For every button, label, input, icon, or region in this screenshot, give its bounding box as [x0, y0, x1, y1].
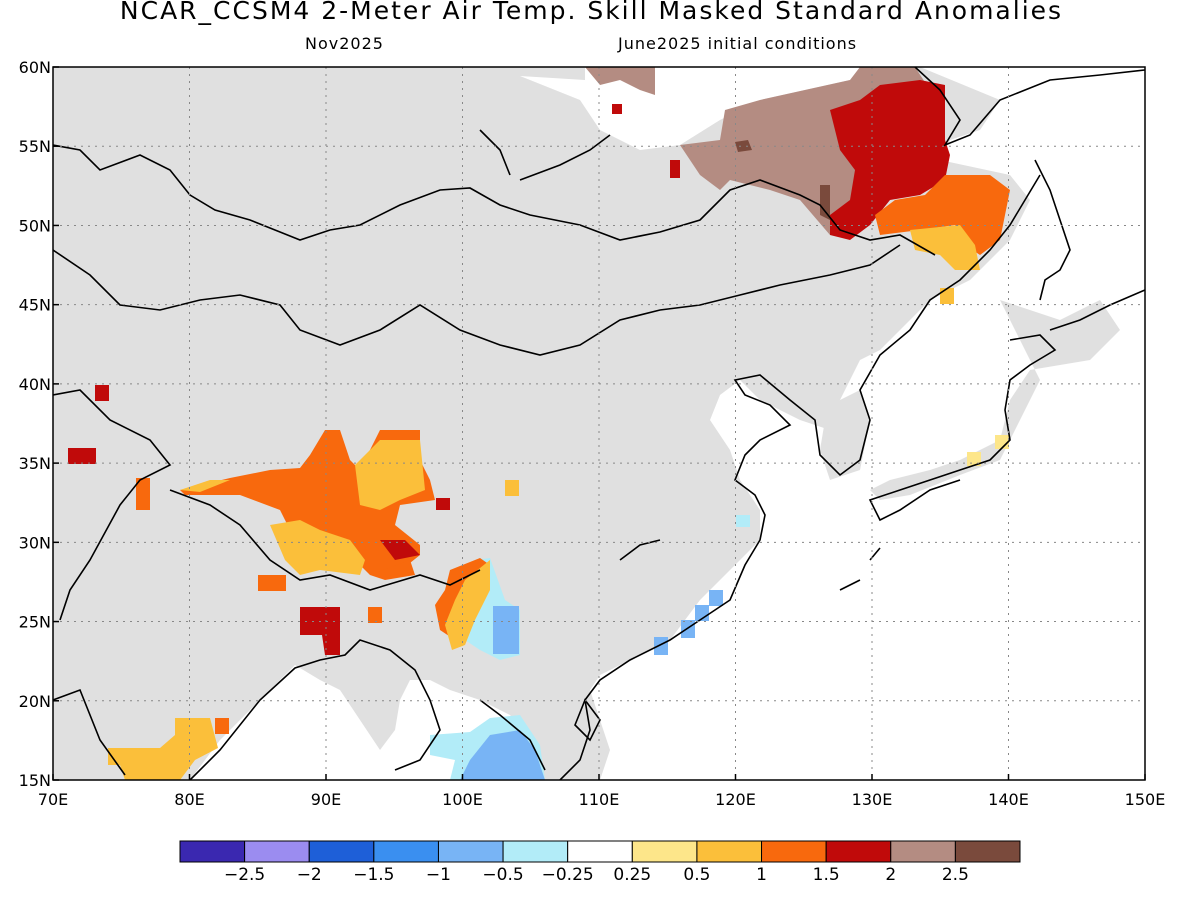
colorbar-label: −1.5: [353, 865, 394, 885]
lat-tick-label: 60N: [19, 58, 51, 77]
colorbar-swatch: [373, 840, 439, 863]
colorbar-label: 1: [756, 865, 767, 885]
lat-tick-label: 45N: [19, 296, 51, 315]
anomaly-indochina: [430, 515, 750, 780]
lat-tick-label: 40N: [19, 375, 51, 394]
lat-tick-label: 15N: [19, 771, 51, 790]
lon-tick-label: 80E: [174, 790, 204, 809]
colorbar-label: −2.5: [224, 865, 265, 885]
colorbar-swatch: [825, 840, 892, 863]
lon-tick-label: 100E: [442, 790, 483, 809]
lon-tick-label: 130E: [852, 790, 893, 809]
colorbar-swatch: [696, 840, 763, 863]
colorbar: −2.5 −2 −1.5 −1 −0.5 −0.25 0.25 0.5 1 1.5 2 2.5: [179, 840, 1021, 885]
colorbar-label: −1: [426, 865, 451, 885]
lon-tick-label: 70E: [38, 790, 68, 809]
chart-title: NCAR_CCSM4 2-Meter Air Temp. Skill Maske…: [119, 0, 1064, 25]
coastlines: [53, 67, 1145, 780]
lon-tick-label: 120E: [715, 790, 756, 809]
masked-land-japan: [870, 300, 1120, 500]
gridlines: [53, 67, 1145, 780]
colorbar-label: 1.5: [813, 865, 840, 885]
anomaly-west-border: [68, 385, 150, 510]
anomaly-bangladesh: [300, 607, 382, 655]
lat-tick-label: 20N: [19, 692, 51, 711]
colorbar-label: −0.25: [542, 865, 594, 885]
colorbar-swatch: [502, 840, 569, 863]
lon-tick-label: 110E: [579, 790, 620, 809]
colorbar-label: 0.5: [683, 865, 710, 885]
lat-tick-label: 30N: [19, 533, 51, 552]
lat-tick-label: 35N: [19, 454, 51, 473]
anomaly-tibet: [180, 430, 519, 591]
forecast-month: Nov2025: [305, 34, 384, 53]
initial-conditions: June2025 initial conditions: [618, 34, 858, 53]
colorbar-swatch: [244, 840, 310, 863]
lat-tick-label: 50N: [19, 216, 51, 235]
colorbar-swatch: [890, 840, 956, 863]
colorbar-swatch: [437, 840, 504, 863]
colorbar-label: 0.25: [613, 865, 651, 885]
lat-tick-label: 55N: [19, 137, 51, 156]
colorbar-swatch: [631, 840, 698, 863]
colorbar-swatch: [567, 840, 633, 863]
colorbar-swatch: [954, 840, 1021, 863]
colorbar-swatch: [179, 840, 246, 863]
masked-land-korea: [820, 390, 870, 480]
colorbar-label: −2: [297, 865, 322, 885]
lon-tick-label: 150E: [1125, 790, 1166, 809]
colorbar-swatch: [308, 840, 375, 863]
lon-tick-label: 90E: [311, 790, 341, 809]
axis-ticks: 70E 80E 90E 100E 110E 120E 130E 140E 150E 15N 20N 2…: [19, 58, 1166, 809]
colorbar-label: 2: [885, 865, 896, 885]
colorbar-label: −0.5: [482, 865, 523, 885]
anomaly-far-east: [585, 67, 1010, 304]
lat-tick-label: 25N: [19, 613, 51, 632]
masked-land: [53, 67, 1030, 780]
lon-tick-label: 140E: [988, 790, 1029, 809]
colorbar-label: 2.5: [942, 865, 969, 885]
anomaly-india-south: [108, 718, 229, 780]
colorbar-swatch: [761, 840, 827, 863]
